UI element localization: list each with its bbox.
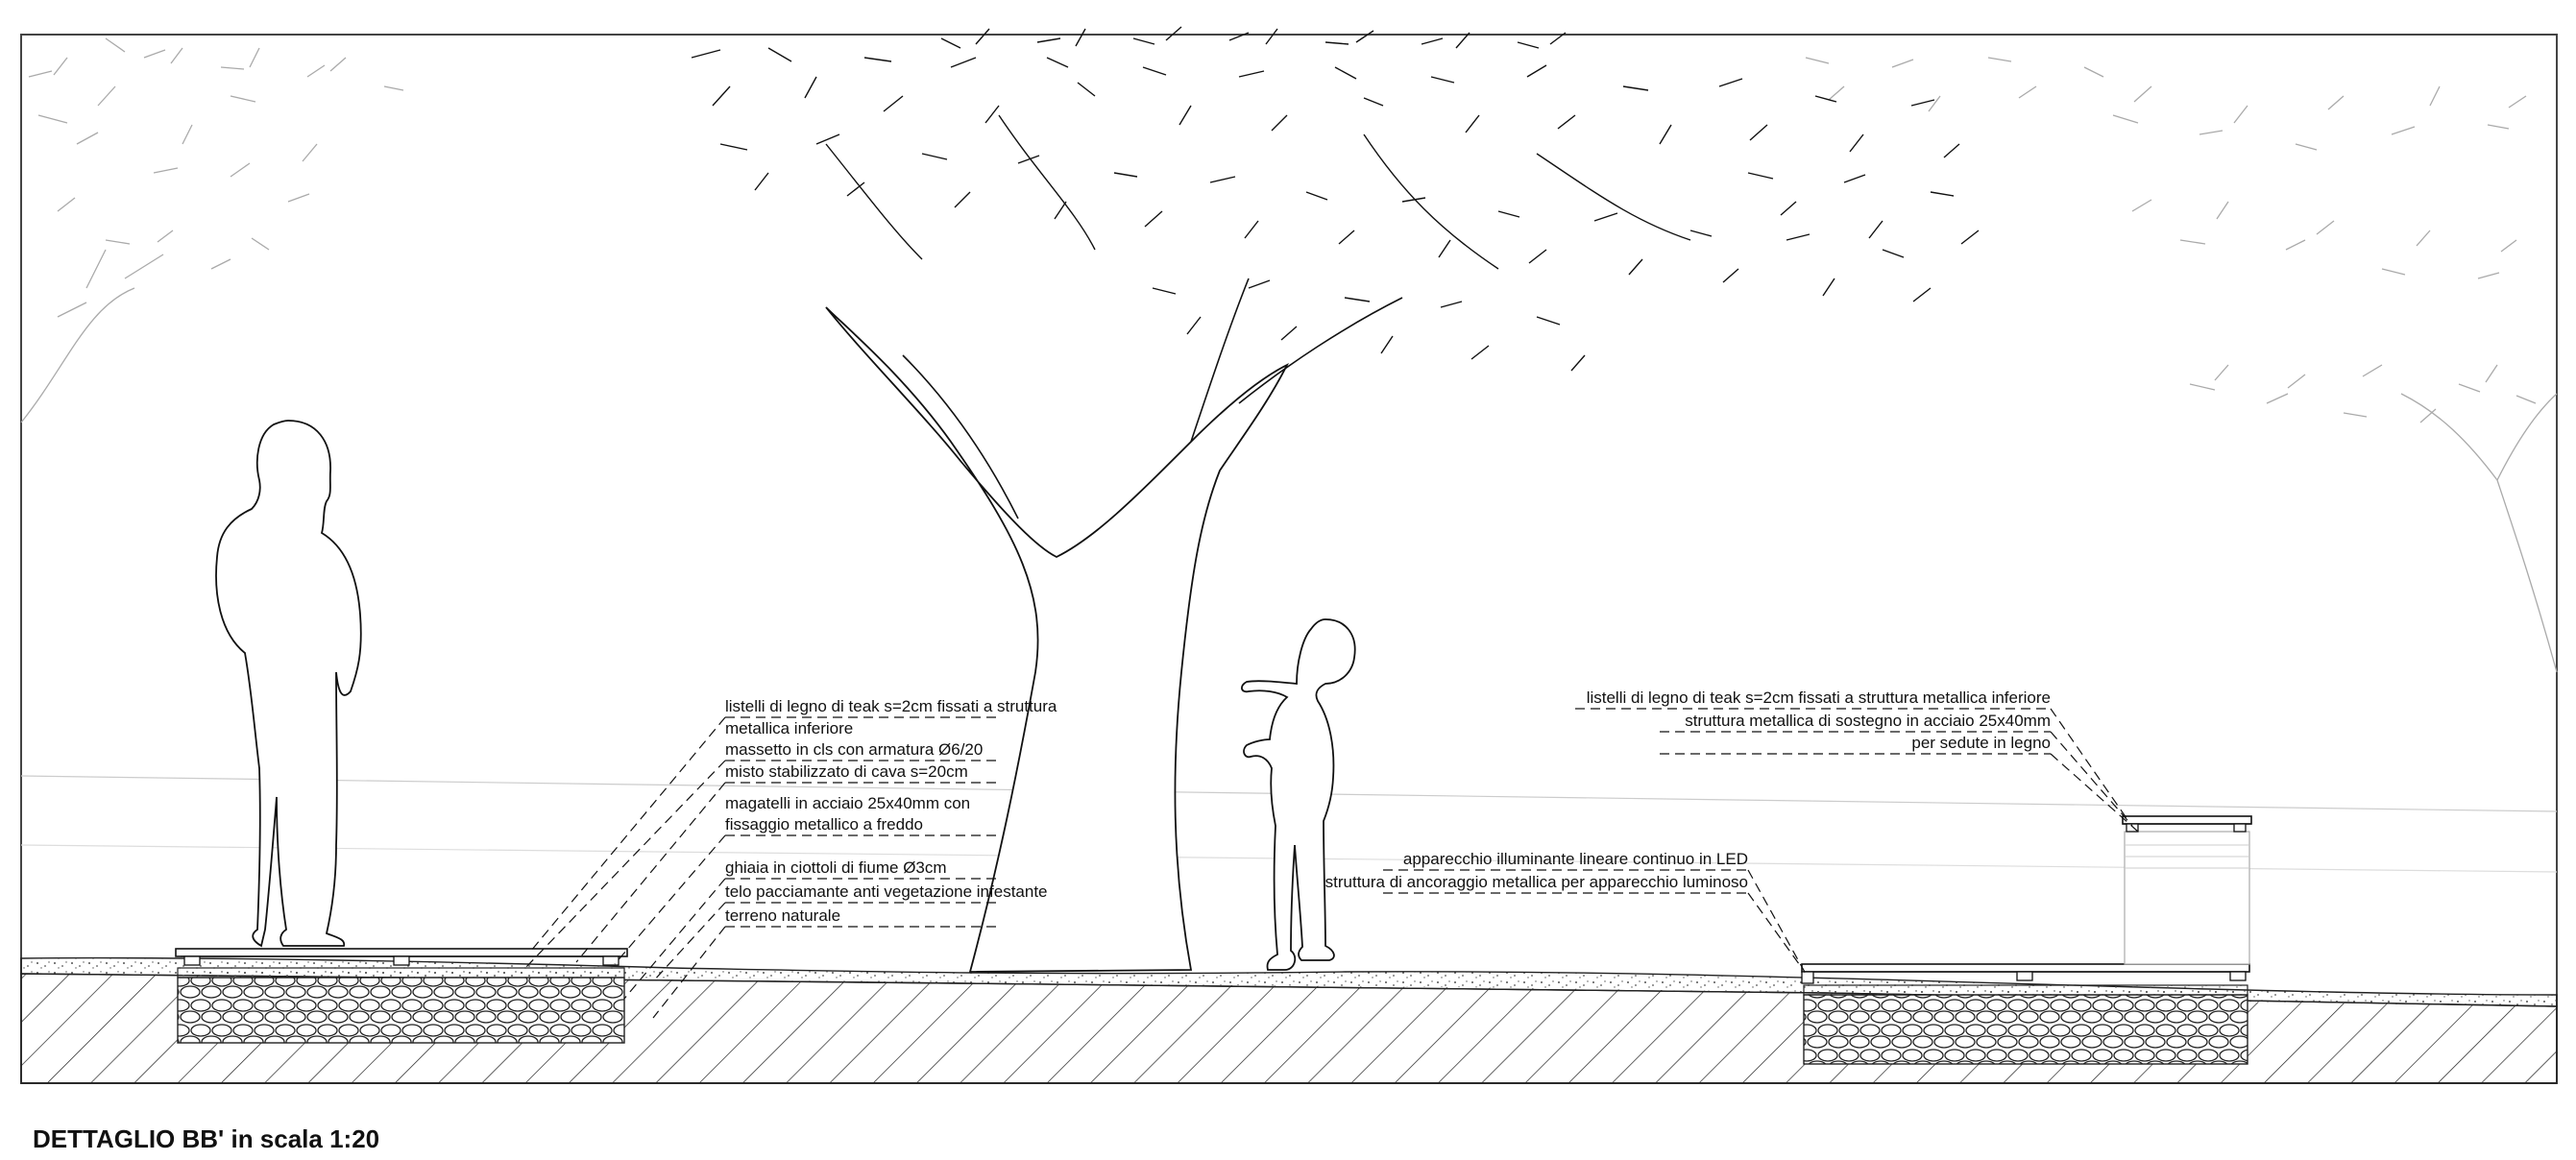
label-fixture-anchor: struttura di ancoraggio metallica per ap… <box>1325 873 1748 891</box>
label-teak-slats-left: listelli di legno di teak s=2cm fissati … <box>725 697 1057 715</box>
joist-left <box>393 955 410 966</box>
label-gravel-base: misto stabilizzato di cava s=20cm <box>725 762 968 781</box>
led-fixture <box>1801 971 1814 984</box>
man-silhouette <box>215 420 362 948</box>
label-seat-structure-cont: per sedute in legno <box>1911 734 2051 752</box>
label-weed-cloth: telo pacciamante anti vegetazione infest… <box>725 882 1048 901</box>
label-seat-structure: struttura metallica di sostegno in accia… <box>1685 712 2051 730</box>
joist-left <box>602 955 620 966</box>
label-teak-slats-right: listelli di legno di teak s=2cm fissati … <box>1587 689 2051 707</box>
platform-right <box>1801 815 2252 1065</box>
seat-slats <box>2122 815 2252 825</box>
seat-bracket <box>2233 823 2247 833</box>
drawing-title: DETTAGLIO BB' in scala 1:20 <box>33 1124 379 1153</box>
cobble-foundation-right <box>1803 994 2248 1065</box>
child-silhouette <box>1241 618 1356 971</box>
joist-right <box>2229 971 2247 981</box>
label-natural-soil: terreno naturale <box>725 906 840 925</box>
deck-boards-left <box>175 948 628 957</box>
tree-trunk <box>825 306 1290 973</box>
cobble-foundation-left <box>177 977 625 1044</box>
leaders-right <box>1383 708 2139 975</box>
tree-canopy-right-grey <box>1805 57 2558 673</box>
screed-left <box>177 967 625 979</box>
label-joists: magatelli in acciaio 25x40mm con <box>725 794 970 812</box>
platform-left <box>175 948 628 1044</box>
joist-right <box>2016 971 2033 981</box>
joist-left <box>183 955 201 966</box>
seat-block <box>2124 831 2250 965</box>
tree-canopy-left-grey <box>20 37 404 423</box>
tree-branch <box>902 278 1403 520</box>
leaders-left <box>522 716 1001 1019</box>
deck-boards-right <box>1801 963 2250 973</box>
label-screed: massetto in cls con armatura Ø6/20 <box>725 740 983 759</box>
tree-canopy-main <box>691 26 1980 372</box>
label-joists-cont: fissaggio metallico a freddo <box>725 815 923 834</box>
label-river-pebbles: ghiaia in ciottoli di fiume Ø3cm <box>725 858 947 877</box>
seat-bracket <box>2126 823 2139 833</box>
label-teak-slats-left-cont: metallica inferiore <box>725 719 853 737</box>
label-led-fixture: apparecchio illuminante lineare continuo… <box>1403 850 1748 868</box>
screed-right <box>1803 984 2248 996</box>
